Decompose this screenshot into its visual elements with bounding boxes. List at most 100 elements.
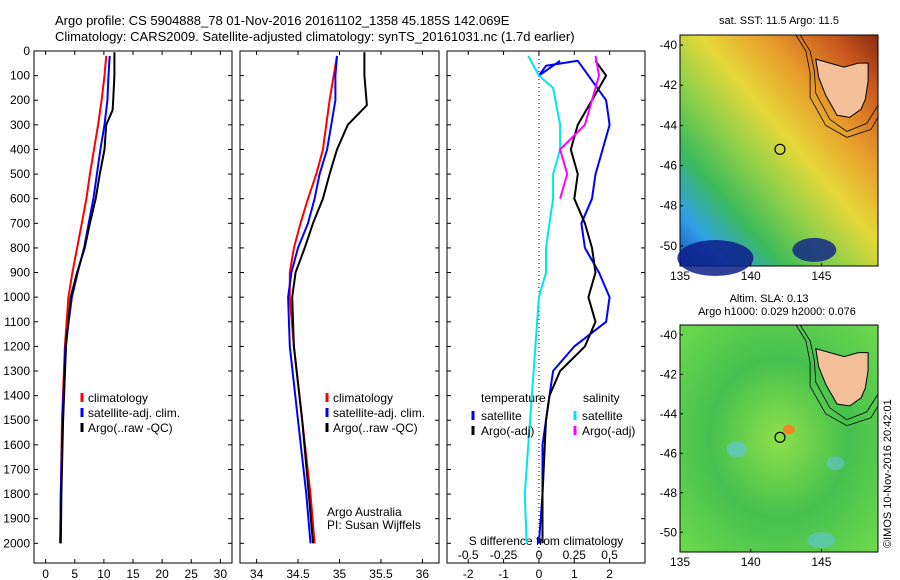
- salinity-series-line: [287, 55, 338, 544]
- salinity-xtick-label: 34: [250, 567, 264, 580]
- lon-tick-label: 145: [811, 269, 831, 283]
- cold-water-patch: [677, 239, 754, 276]
- legend-title-temperature: temperature: [481, 391, 546, 405]
- lat-tick-label: -44: [660, 407, 678, 421]
- legend-entry: satellite: [481, 409, 522, 423]
- depth-tick-label: 1400: [3, 389, 30, 403]
- depth-tick-label: 1100: [4, 315, 30, 329]
- legend-entry: climatology: [88, 391, 148, 405]
- title-line-2: Climatology: CARS2009. Satellite-adjuste…: [55, 29, 575, 44]
- sla-map-title: Altim. SLA: 0.13: [730, 293, 809, 305]
- depth-tick-label: 1000: [3, 290, 30, 304]
- sla-low-patch: [826, 456, 845, 471]
- depth-tick-label: 1500: [3, 413, 30, 427]
- depth-tick-label: 1200: [3, 339, 30, 353]
- salinity-axes-frame: [239, 50, 440, 564]
- depth-tick-label: 900: [10, 266, 30, 280]
- legend-entry: Argo(-adj): [481, 424, 534, 438]
- legend-entry: satellite: [582, 409, 623, 423]
- bathymetry-contour: [795, 324, 879, 427]
- lat-tick-label: -48: [660, 486, 678, 500]
- title-line-1: Argo profile: CS 5904888_78 01-Nov-2016 …: [55, 13, 510, 28]
- bathymetry-contour: [799, 324, 879, 421]
- depth-tick-label: 1300: [3, 364, 30, 378]
- lat-tick-label: -40: [660, 38, 678, 52]
- depth-tick-label: 100: [10, 69, 30, 83]
- s-diff-tick-label: 0: [536, 548, 543, 562]
- tasmania-landmass: [815, 348, 869, 407]
- temperature-xtick-label: 15: [126, 567, 140, 580]
- lat-tick-label: -40: [660, 328, 678, 342]
- temperature-panel: 0100200300400500600700800900100011001200…: [3, 44, 233, 580]
- depth-tick-label: 1600: [3, 438, 30, 452]
- lat-tick-label: -50: [660, 239, 678, 253]
- legend-entry: satellite-adj. clim.: [88, 406, 180, 420]
- depth-tick-label: 400: [10, 142, 30, 156]
- difference-xtick-label: 0: [536, 567, 543, 580]
- credit-annotation: PI: Susan Wijffels: [327, 518, 421, 532]
- temperature-axes-frame: [33, 50, 233, 564]
- salinity-xtick-label: 36: [416, 567, 430, 580]
- difference-series-line: [541, 60, 608, 544]
- lat-tick-label: -46: [660, 446, 678, 460]
- temperature-xtick-label: 5: [71, 567, 78, 580]
- legend-entry: climatology: [333, 391, 393, 405]
- depth-tick-label: 600: [10, 192, 30, 206]
- depth-tick-label: 800: [10, 241, 30, 255]
- depth-tick-label: 1800: [3, 487, 30, 501]
- depth-tick-label: 1700: [3, 462, 30, 476]
- lon-tick-label: 135: [670, 555, 690, 569]
- difference-series-line: [559, 55, 600, 199]
- sst-map-title: sat. SST: 11.5 Argo: 11.5: [719, 15, 839, 27]
- difference-panel: -2-1012T difference from climatology-0.5…: [446, 50, 646, 580]
- legend-entry: Argo(..raw -QC): [88, 421, 173, 435]
- credit-annotation: Argo Australia: [327, 505, 402, 519]
- salinity-xtick-label: 35: [333, 567, 347, 580]
- salinity-panel: 3434.53535.536salinityclimatologysatelli…: [239, 50, 440, 580]
- s-diff-tick-label: 0.25: [563, 548, 587, 562]
- lat-tick-label: -46: [660, 159, 678, 173]
- difference-xtick-label: 2: [606, 567, 613, 580]
- lon-tick-label: 140: [741, 269, 761, 283]
- depth-tick-label: 300: [10, 118, 30, 132]
- lat-tick-label: -42: [660, 367, 678, 381]
- temperature-xtick-label: 25: [185, 567, 199, 580]
- lat-tick-label: -42: [660, 78, 678, 92]
- s-diff-tick-label: -0.25: [490, 548, 518, 562]
- temperature-xtick-label: 20: [155, 567, 169, 580]
- lon-tick-label: 135: [670, 269, 690, 283]
- difference-series-line: [523, 55, 562, 544]
- sla-low-patch: [726, 441, 747, 458]
- temperature-xtick-label: 30: [214, 567, 228, 580]
- bathymetry-contour: [799, 34, 879, 132]
- argo-float-marker: [774, 431, 786, 443]
- sla-map-subtitle: Argo h1000: 0.029 h2000: 0.076: [698, 306, 856, 318]
- lon-tick-label: 140: [741, 555, 761, 569]
- lat-tick-label: -44: [660, 118, 678, 132]
- s-diff-tick-label: 0.5: [601, 548, 618, 562]
- argo-float-marker: [774, 143, 786, 155]
- imos-credit: ©IMOS 10-Nov-2016 20:42:01: [882, 399, 894, 548]
- difference-xtick-label: -1: [498, 567, 509, 580]
- sla-map: -40 -42 -44 -46 -48 -50 135 140 145 Altim. SLA: 0…: [660, 293, 879, 569]
- lon-tick-label: 145: [811, 555, 831, 569]
- temperature-xtick-label: 10: [97, 567, 111, 580]
- depth-tick-label: 2000: [3, 536, 30, 550]
- salinity-series-line: [291, 52, 368, 544]
- bathymetry-contour: [795, 34, 879, 138]
- depth-tick-label: 500: [10, 167, 30, 181]
- cold-water-patch: [792, 237, 837, 262]
- s-diff-tick-label: -0.5: [458, 548, 479, 562]
- depth-tick-label: 700: [10, 216, 30, 230]
- legend-title-salinity: salinity: [583, 391, 620, 405]
- lat-tick-label: -50: [660, 525, 678, 539]
- temperature-series-line: [59, 52, 116, 544]
- legend-entry: Argo(-adj): [582, 424, 635, 438]
- depth-tick-label: 0: [23, 44, 30, 58]
- tasmania-landmass: [815, 58, 869, 118]
- difference-series-line: [537, 59, 611, 544]
- legend-entry: satellite-adj. clim.: [333, 406, 425, 420]
- difference-axes-frame: [446, 50, 646, 564]
- s-diff-xlabel: S difference from climatology: [469, 534, 624, 548]
